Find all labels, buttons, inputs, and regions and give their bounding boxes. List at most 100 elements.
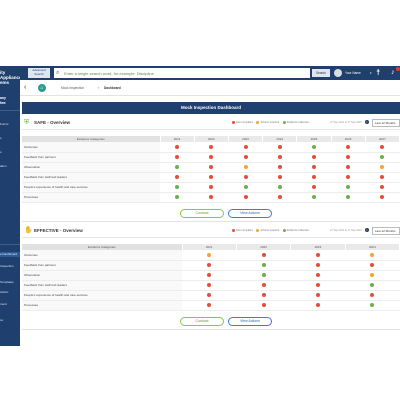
accessibility-icon[interactable]: ☨ (376, 68, 381, 77)
status-cell[interactable] (345, 250, 400, 261)
status-cell[interactable] (290, 260, 346, 271)
status-cell[interactable] (182, 280, 237, 291)
status-cell[interactable] (182, 300, 237, 311)
status-dot-red (380, 175, 385, 180)
sidebar-item-1[interactable]: Forms (0, 122, 9, 126)
status-cell[interactable] (365, 182, 400, 193)
status-cell[interactable] (236, 280, 291, 291)
status-cell[interactable] (236, 300, 291, 311)
status-cell[interactable] (296, 192, 332, 203)
status-cell[interactable] (194, 192, 229, 203)
status-cell[interactable] (345, 270, 400, 281)
status-cell[interactable] (262, 142, 297, 153)
sidebar-item-2[interactable]: s (0, 136, 2, 140)
status-cell[interactable] (160, 162, 195, 173)
status-cell[interactable] (182, 260, 237, 271)
status-cell[interactable] (182, 250, 237, 261)
status-cell[interactable] (236, 270, 291, 281)
info-icon[interactable]: i (365, 228, 369, 232)
bell-icon[interactable]: ♪ (391, 69, 395, 76)
breadcrumb-item-mock-inspection[interactable]: Mock Inspection (61, 86, 85, 90)
conduct-button[interactable]: Conduct (180, 317, 224, 326)
status-cell[interactable] (262, 182, 297, 193)
status-cell[interactable] (345, 300, 400, 311)
status-cell[interactable] (262, 192, 297, 203)
status-cell[interactable] (182, 270, 237, 281)
view-actions-button[interactable]: View Actions (228, 209, 272, 218)
status-cell[interactable] (331, 162, 366, 173)
status-cell[interactable] (262, 162, 297, 173)
status-cell[interactable] (236, 260, 291, 271)
search-input[interactable] (64, 69, 304, 77)
avatar[interactable] (334, 69, 342, 77)
status-cell[interactable] (160, 142, 195, 153)
status-cell[interactable] (365, 162, 400, 173)
status-cell[interactable] (345, 290, 400, 301)
status-cell[interactable] (228, 192, 263, 203)
sidebar-item-3[interactable]: s (0, 150, 2, 154)
status-cell[interactable] (331, 152, 366, 163)
status-cell[interactable] (228, 182, 263, 193)
status-cell[interactable] (160, 172, 195, 183)
status-cell[interactable] (194, 182, 229, 193)
status-cell[interactable] (331, 142, 366, 153)
status-cell[interactable] (182, 290, 237, 301)
status-cell[interactable] (365, 152, 400, 163)
sidebar-item-templates[interactable]: Templates (0, 280, 14, 284)
advanced-search-button[interactable]: Advanced Search (28, 68, 50, 78)
status-cell[interactable] (296, 142, 332, 153)
status-cell[interactable] (228, 162, 263, 173)
status-cell[interactable] (194, 152, 229, 163)
status-cell[interactable] (331, 182, 366, 193)
search-button[interactable]: Search (312, 69, 330, 77)
sidebar-item-dashboard[interactable]: e Dashboard (0, 252, 20, 257)
status-cell[interactable] (331, 172, 366, 183)
status-cell[interactable] (365, 142, 400, 153)
status-cell[interactable] (194, 162, 229, 173)
status-cell[interactable] (194, 142, 229, 153)
status-dot-red (209, 185, 214, 190)
status-cell[interactable] (228, 152, 263, 163)
status-cell[interactable] (365, 192, 400, 203)
conduct-button[interactable]: Conduct (180, 209, 224, 218)
status-cell[interactable] (296, 172, 332, 183)
status-cell[interactable] (228, 172, 263, 183)
status-cell[interactable] (365, 172, 400, 183)
status-cell[interactable] (296, 152, 332, 163)
view-actions-button[interactable]: View Actions (228, 317, 272, 326)
status-cell[interactable] (290, 250, 346, 261)
status-cell[interactable] (160, 152, 195, 163)
status-cell[interactable] (160, 182, 195, 193)
status-cell[interactable] (290, 300, 346, 311)
status-cell[interactable] (345, 260, 400, 271)
status-cell[interactable] (194, 172, 229, 183)
back-arrow-icon[interactable]: ‹ (24, 84, 27, 91)
status-cell[interactable] (296, 182, 332, 193)
status-cell[interactable] (290, 290, 346, 301)
period-select[interactable]: Last 12 Months (372, 227, 400, 235)
chevron-down-icon[interactable]: ▾ (370, 71, 372, 75)
status-cell[interactable] (160, 192, 195, 203)
period-select[interactable]: Last 12 Months (372, 119, 400, 127)
sidebar-item-action[interactable]: Action (0, 290, 9, 294)
status-cell[interactable] (345, 280, 400, 291)
status-cell[interactable] (236, 290, 291, 301)
status-dot-amber (370, 252, 375, 257)
sidebar-item-compliance[interactable]: ce (0, 318, 4, 322)
status-dot-amber (243, 165, 248, 170)
sidebar-item-inspection[interactable]: Inspection (0, 264, 14, 268)
info-icon[interactable]: i (365, 120, 369, 124)
status-cell[interactable] (262, 172, 297, 183)
status-cell[interactable] (236, 250, 291, 261)
status-cell[interactable] (331, 192, 366, 203)
status-cell[interactable] (290, 280, 346, 291)
status-cell[interactable] (290, 270, 346, 281)
status-cell[interactable] (262, 152, 297, 163)
status-cell[interactable] (228, 142, 263, 153)
home-icon[interactable]: ⌂ (38, 84, 46, 92)
sidebar-item-4[interactable]: ation (0, 164, 7, 168)
status-cell[interactable] (296, 162, 332, 173)
user-name[interactable]: Your Name (345, 71, 361, 75)
status-dot-red (261, 293, 266, 298)
sidebar-item-management[interactable]: ment (0, 302, 7, 306)
